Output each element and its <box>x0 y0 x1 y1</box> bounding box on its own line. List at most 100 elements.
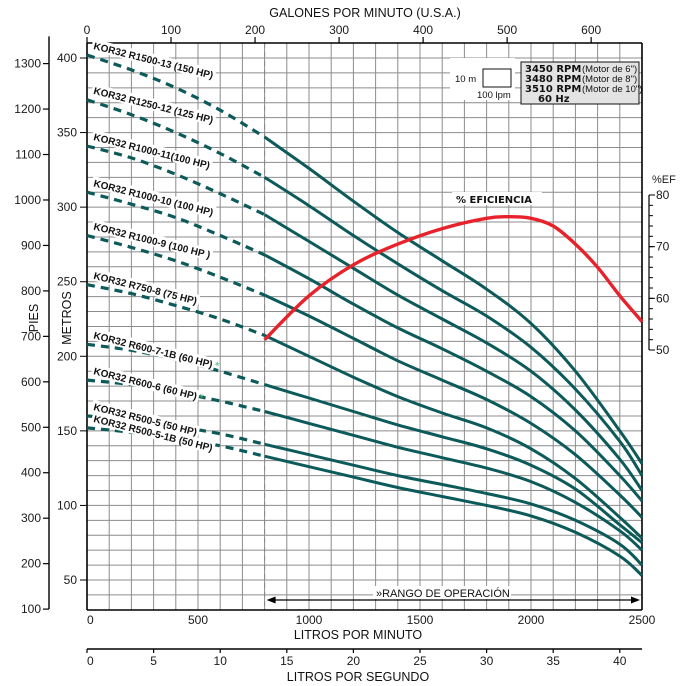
efficiency-axis-tick-label: 60 <box>656 291 670 305</box>
curve-label-bg <box>90 268 201 307</box>
pump-curve <box>263 253 644 502</box>
pump-curve-dashed-segment <box>86 190 266 257</box>
top-axis-tick-label: 500 <box>497 23 517 37</box>
operating-range-label: »RANGO DE OPERACIÓN <box>376 587 510 600</box>
feet-axis-tick-label: 500 <box>21 420 41 434</box>
efficiency-axis-title: %EF <box>652 174 676 186</box>
top-axis-tick-label: 200 <box>245 23 265 37</box>
efficiency-curve-group <box>263 214 644 341</box>
meters-axis-tick-label: 150 <box>57 424 77 438</box>
lps-axis-tick-label: 5 <box>150 654 157 668</box>
feet-axis-title: PIES <box>27 304 41 333</box>
meters-axis-tick-label: 250 <box>57 275 77 289</box>
pump-curve <box>263 176 644 477</box>
top-axis-tick-label: 400 <box>413 23 433 37</box>
efficiency-axis-tick-label: 80 <box>656 188 670 202</box>
pump-curve-dashed-segment <box>86 283 266 337</box>
curve-label-bg <box>90 219 214 261</box>
curve-label-bg <box>90 38 217 82</box>
top-axis-title: GALONES POR MINUTO (U.S.A.) <box>269 6 460 20</box>
legend-line-1-bold: 3450 RPM <box>525 64 581 75</box>
curve-label-group: KOR32 R600-7-1B (60 HP) * <box>90 328 221 373</box>
bottom-axis-tick-label: 1000 <box>296 613 323 627</box>
lps-axis-tick-label: 10 <box>214 654 228 668</box>
bottom-axis-tick-label: 1500 <box>407 613 434 627</box>
feet-axis-tick-label: 1100 <box>15 148 41 162</box>
feet-axis-tick-label: 1000 <box>14 193 41 207</box>
bottom-axis-2-title: LITROS POR SEGUNDO <box>287 670 430 684</box>
arrow-right-icon <box>631 596 640 604</box>
bottom-axis-tick-label: 500 <box>188 613 208 627</box>
curve-label: KOR32 R1000-9 (100 HP ) <box>92 222 211 262</box>
operating-range-label-bg <box>373 586 511 599</box>
legend-box <box>520 61 640 105</box>
feet-axis-tick-label: 900 <box>21 238 41 252</box>
pump-curve <box>264 442 644 567</box>
feet-axis-tick-label: 300 <box>21 511 41 525</box>
curve-label: KOR32 R1000-11(100 HP) <box>92 132 211 172</box>
legend-line-2-note: (Motor de 8") <box>582 74 637 85</box>
meters-axis-tick-label: 50 <box>64 573 78 587</box>
arrow-left-icon <box>266 596 276 604</box>
pump-curve <box>263 334 644 540</box>
pump-curve-dashed-segment <box>86 233 266 297</box>
meters-axis-tick-label: 100 <box>57 498 77 512</box>
curve-label-bg <box>90 176 217 219</box>
pump-curve-dashed-segment <box>86 98 266 179</box>
curve-label: KOR32 R600-7-1B (60 HP) <box>92 331 213 371</box>
feet-axis-tick-label: 800 <box>21 284 41 298</box>
curve-label-bg <box>90 328 216 371</box>
pump-curve-dashed-segment <box>86 53 266 139</box>
curve-label: KOR32 R600-6 (60 HP) <box>92 366 198 402</box>
legend-line-1-note: (Motor de 6") <box>582 64 637 75</box>
lps-axis-tick-label: 25 <box>413 654 427 668</box>
bottom-axis-tick-label: 0 <box>87 613 94 627</box>
meters-axis-title: METROS <box>60 291 74 344</box>
bottom-axis-tick-label: 2500 <box>629 613 656 627</box>
top-axis-tick-label: 600 <box>581 23 601 37</box>
top-axis-tick-label: 300 <box>329 23 349 37</box>
bottom-axis-tick-label: 2000 <box>518 613 545 627</box>
scale-box-vertical-label: 10 m <box>455 74 476 85</box>
efficiency-curve <box>263 214 644 341</box>
lps-axis-tick-label: 35 <box>547 654 561 668</box>
curve-label-bg <box>90 83 217 126</box>
legend-line-3-bold: 3510 RPM <box>525 84 581 95</box>
labels: KOR32 R1500-13 (150 HP)KOR32 R1250-12 (1… <box>90 38 221 454</box>
axes: 0 100 200 300 400 500 600 0 500 1000 1500 2000 2500 0… <box>14 23 669 668</box>
star-icon: * <box>213 361 221 373</box>
meters-axis-tick-label: 350 <box>57 126 77 140</box>
efficiency-axis-tick-label: 50 <box>656 343 670 357</box>
pump-curve <box>263 293 644 519</box>
lps-axis-tick-label: 30 <box>480 654 494 668</box>
curve-label-bg <box>90 399 201 439</box>
efficiency-label-bg <box>452 192 542 205</box>
meters-axis-tick-label: 300 <box>57 200 77 214</box>
pump-curve <box>263 213 644 492</box>
pump-curve <box>264 410 644 552</box>
lps-axis-tick-label: 20 <box>347 654 361 668</box>
feet-axis-tick-label: 700 <box>21 329 41 343</box>
feet-axis-tick-label: 1200 <box>14 102 41 116</box>
pump-curve <box>263 135 644 465</box>
efficiency-curve-label: % EFICIENCIA <box>456 195 532 206</box>
curve-label-bg <box>90 411 216 454</box>
legend-line-2-bold: 3480 RPM <box>525 74 581 85</box>
legend-line-3-note: (Motor de 10") <box>582 84 642 95</box>
bottom-axis-title: LITROS POR MINUTO <box>294 628 423 642</box>
meters-axis-tick-label: 200 <box>57 349 77 363</box>
scale-box-horizontal-label: 100 lpm <box>477 90 511 101</box>
lps-axis-tick-label: 15 <box>280 654 294 668</box>
feet-axis-tick-label: 1300 <box>14 57 41 71</box>
curve-label-bg <box>90 363 201 403</box>
curve-label-group: KOR32 R600-6 (60 HP) * <box>90 363 205 404</box>
feet-axis-tick-label: 400 <box>21 466 41 480</box>
feet-axis-tick-label: 200 <box>21 557 41 571</box>
pump-curves <box>86 53 644 577</box>
legend-line-4-bold: 60 Hz <box>538 94 570 105</box>
scale-box <box>482 68 512 88</box>
efficiency-axis-tick-label: 70 <box>656 240 670 254</box>
feet-axis-tick-label: 600 <box>21 375 41 389</box>
lps-axis-tick-label: 40 <box>613 654 627 668</box>
